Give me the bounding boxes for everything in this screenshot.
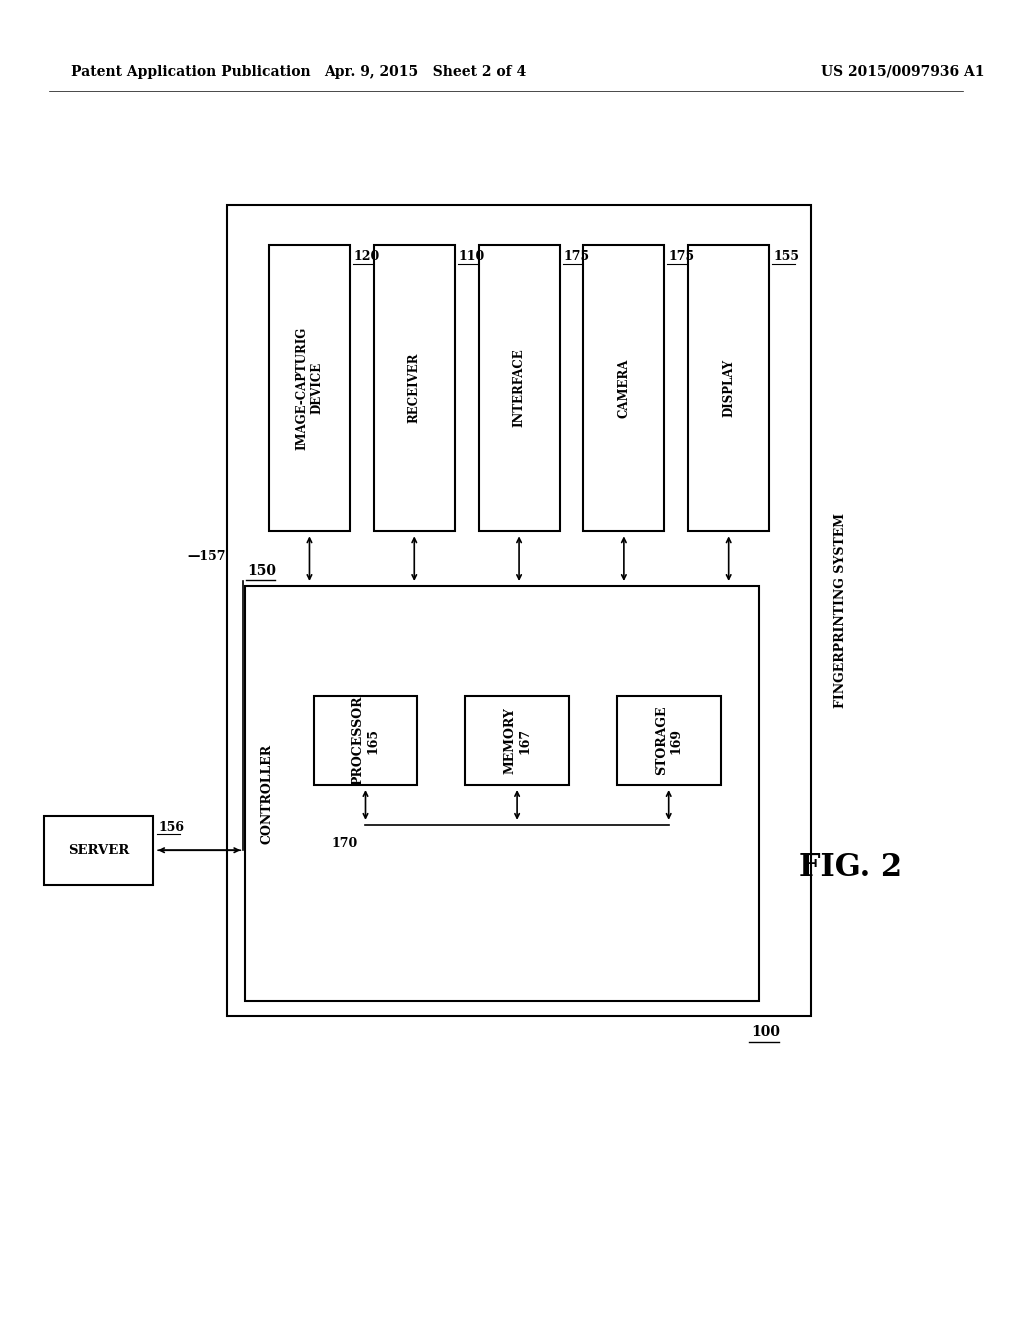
Text: 110: 110 — [459, 249, 485, 263]
Text: STORAGE
169: STORAGE 169 — [654, 706, 683, 775]
Text: 170: 170 — [332, 837, 357, 850]
Text: SERVER: SERVER — [69, 843, 129, 857]
Bar — [616, 696, 721, 785]
Text: FIG. 2: FIG. 2 — [799, 853, 902, 883]
Text: 155: 155 — [773, 249, 799, 263]
Bar — [374, 244, 455, 532]
Text: 175: 175 — [669, 249, 694, 263]
Bar — [313, 696, 418, 785]
Text: FINGERPRINTING SYSTEM: FINGERPRINTING SYSTEM — [834, 513, 847, 708]
Text: —157: —157 — [187, 549, 225, 562]
Text: IMAGE-CAPTURIG
DEVICE: IMAGE-CAPTURIG DEVICE — [296, 326, 324, 450]
Bar — [269, 244, 350, 532]
Text: Apr. 9, 2015   Sheet 2 of 4: Apr. 9, 2015 Sheet 2 of 4 — [324, 65, 526, 79]
Text: 175: 175 — [563, 249, 590, 263]
Text: DISPLAY: DISPLAY — [722, 359, 735, 417]
Text: 120: 120 — [354, 249, 380, 263]
Text: 156: 156 — [158, 821, 184, 833]
Bar — [688, 244, 769, 532]
Text: US 2015/0097936 A1: US 2015/0097936 A1 — [820, 65, 984, 79]
Text: RECEIVER: RECEIVER — [408, 352, 421, 424]
Text: CAMERA: CAMERA — [617, 359, 631, 418]
Bar — [44, 816, 154, 884]
Bar — [245, 586, 760, 1001]
Bar — [465, 696, 569, 785]
Bar — [478, 244, 559, 532]
Text: MEMORY
167: MEMORY 167 — [503, 708, 531, 774]
Text: PROCESSOR
165: PROCESSOR 165 — [351, 696, 380, 785]
Bar — [227, 205, 811, 1016]
Text: Patent Application Publication: Patent Application Publication — [72, 65, 311, 79]
Text: CONTROLLER: CONTROLLER — [260, 743, 273, 843]
Bar — [584, 244, 665, 532]
Text: 100: 100 — [752, 1024, 780, 1039]
Text: 150: 150 — [247, 564, 276, 578]
Text: INTERFACE: INTERFACE — [513, 348, 525, 428]
